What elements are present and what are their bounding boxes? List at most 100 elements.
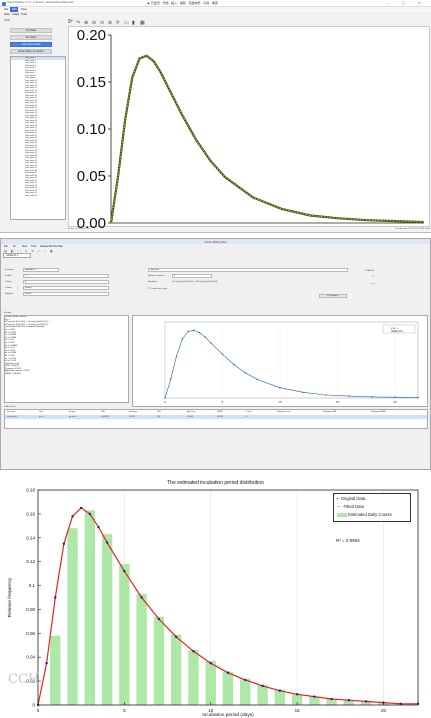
dataset-item[interactable]: Data point 25 [25,117,37,119]
dataset-item[interactable]: Data point 51 [25,182,37,184]
dataset-item[interactable]: Data point 10 [25,79,37,82]
window-controls[interactable]: – ▢ ✕ [386,1,427,5]
dataset-item[interactable]: Data point 43 [25,162,37,164]
dataset-item[interactable]: Data point 24 [25,114,37,117]
dataset-item[interactable]: Data point 5 [25,67,36,69]
dataset-item[interactable]: Data point 16 [25,94,37,97]
digitizer-chart[interactable]: 0.00 0.05 0.10 0.15 0.20 [69,27,431,232]
dataset-item[interactable]: Data point 4 [25,64,36,67]
dataset-item[interactable]: Data point 13 [25,87,37,89]
dataset-item[interactable]: Data point 39 [25,152,37,154]
center-scale-checkbox[interactable]: ☐ Center and scale [148,288,168,290]
dataset-item[interactable]: Data point 33 [25,137,37,139]
x-data-select[interactable]: x [23,274,109,278]
dataset-item[interactable]: Data point 38 [25,149,37,152]
zoom-fit-icon[interactable]: ⊙ [100,20,105,26]
menu-file[interactable]: File [4,8,9,11]
dataset-item[interactable]: Data point 23 [25,112,37,114]
dataset-item[interactable]: Data point 15 [25,92,37,94]
grid-icon[interactable]: ▦ [140,20,145,26]
table-header-cell[interactable]: SSE [101,411,106,413]
table-header-cell[interactable]: Fit name [7,411,15,413]
dataset-item[interactable]: Data point 14 [25,89,37,92]
dataset-item[interactable]: Data point 48 [25,174,37,177]
dataset-item[interactable]: Data point 12 [25,84,37,87]
dataset-item[interactable]: Data point 11 [25,82,37,84]
terms-select[interactable]: 2 [172,274,212,278]
menu-view[interactable]: View [21,8,27,11]
table-header-cell[interactable]: Validation SSE [323,411,337,413]
submenu-graph[interactable]: Graph [12,13,20,16]
dataset-item[interactable]: Data point 19 [25,102,37,104]
table-header-cell[interactable]: Adj R-sq [187,411,195,413]
dataset-item[interactable]: Data point 44 [25,164,37,167]
menu-edit[interactable]: Edit [10,7,19,12]
fit-menu-item[interactable]: File [4,244,8,248]
dataset-item[interactable]: Data point 26 [25,119,37,122]
y-data-select[interactable]: y [23,280,109,284]
dataset-item[interactable]: Data point 7 [25,72,36,74]
table-header-cell[interactable]: Validation Data [277,411,291,413]
fit-menu-item[interactable]: Desktop [40,244,49,248]
auto-trace-button[interactable]: Auto Trace Points [10,42,52,47]
dataset-item[interactable]: Data point 34 [25,139,37,142]
dataset-item[interactable]: Data point 32 [25,134,37,137]
fit-type-select[interactable]: Gaussian [148,268,348,272]
table-of-fits[interactable]: Fit name Data Fit type SSE R-square DFE Adj R-… [4,409,428,429]
dataset-item[interactable]: Data point 18 [25,99,37,102]
fit-options-button[interactable]: Fit Options... [319,294,347,298]
dataset-item[interactable]: Data point 29 [25,127,37,129]
zoom-out-icon[interactable]: ⊖ [92,20,97,26]
table-header-cell[interactable]: Validation RMSE [371,411,386,413]
dataset-item[interactable]: Data point 1 [11,57,65,60]
dataset-item[interactable]: Data point 9 [25,77,36,79]
dataset-item[interactable]: Data point 35 [25,142,37,144]
dataset-item[interactable]: Data point 30 [25,129,37,132]
autofit-checkbox[interactable]: ☑ Auto fit [365,270,375,272]
table-header-cell[interactable]: Fit type [69,411,76,413]
dataset-item[interactable]: Data point 20 [25,104,37,107]
undo-icon[interactable]: ↶ [68,20,73,26]
fit-menu-item[interactable]: View [22,244,28,248]
dataset-item[interactable]: Data point 28 [25,124,37,127]
table-row[interactable] [5,415,427,419]
dataset-item[interactable]: Data point 55 [25,192,37,194]
dataset-item[interactable]: Data point 40 [25,154,37,157]
fit-menu-item[interactable]: Help [58,244,63,248]
export-data-button[interactable]: Export Data / Incubation [10,49,52,54]
fit-toolbar-icons[interactable]: ▤ ◧ ⬚ ✎ ⟲ ⤢ ⌕ ▦ [4,248,55,253]
submenu-data[interactable]: Data [4,13,10,16]
table-header-cell[interactable]: DFE [157,411,161,413]
redo-icon[interactable]: ↷ [76,20,81,26]
dataset-item[interactable]: Data point 50 [25,179,37,182]
dataset-item[interactable]: Data point 47 [25,172,37,174]
fit-menu-item[interactable]: Tools [31,244,37,248]
dataset-item[interactable]: Data point 37 [25,147,37,149]
submenu-tools[interactable]: Tools [21,13,28,16]
link-icon[interactable]: ⚲ [116,20,120,26]
dataset-item[interactable]: Data point 42 [25,159,37,162]
dataset-item[interactable]: Data point 56 [25,194,37,197]
dataset-item[interactable]: Data point 17 [25,97,37,99]
stop-button[interactable]: Stop [371,283,376,285]
fit-menu-item[interactable]: Window [49,244,58,248]
table-header-cell[interactable]: R-square [129,411,138,413]
dataset-item[interactable]: Data point 3 [25,62,36,64]
fit-name-input[interactable]: untitled fit 1 [23,268,59,272]
dataset-item[interactable]: Data point 45 [25,167,37,169]
table-header-cell[interactable]: # Coeff [245,411,252,413]
set-scale-button[interactable]: Set Scale [10,28,52,33]
zoom-in-icon[interactable]: ⊕ [84,20,89,26]
digitizer-plot[interactable]: 0.00 0.05 0.10 0.15 0.20 [68,26,431,232]
weights-select[interactable]: (none) [23,292,109,296]
set-origin-button[interactable]: Set Origin [10,35,52,40]
dataset-item[interactable]: Data point 46 [25,169,37,172]
dataset-item[interactable]: Data point 49 [25,177,37,179]
dataset-item[interactable]: Data point 27 [25,122,37,124]
dataset-item[interactable]: Data point 8 [25,74,36,77]
dataset-item[interactable]: Data point 2 [25,59,36,62]
table-header-cell[interactable]: Data [39,411,44,413]
dataset-item[interactable]: Data point 52 [25,184,37,187]
z-data-select[interactable]: (none) [23,286,109,290]
